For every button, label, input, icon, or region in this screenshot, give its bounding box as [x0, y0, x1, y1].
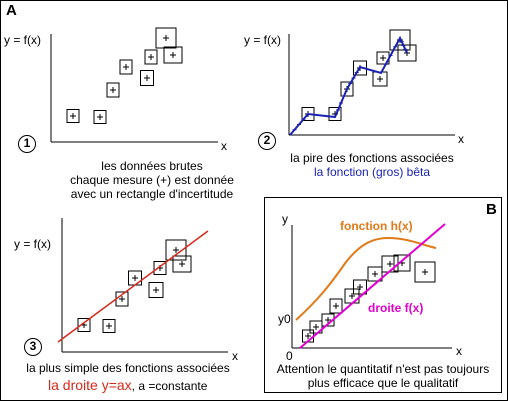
plot3-uncertainty-box: [153, 261, 167, 275]
plot2-x-label: x: [458, 132, 464, 146]
plot1-measurement-marker: [123, 64, 129, 70]
plot3-uncertainty-box: [77, 318, 91, 332]
plot3-uncertainty-box: [165, 239, 187, 261]
panel-b-uncertainty-box: [414, 261, 436, 283]
plot3-uncertainty-box: [148, 282, 164, 298]
panel-b-measurement-marker: [325, 317, 331, 323]
panel-b-x-label: x: [456, 344, 462, 358]
plot3-caption-main: la droite y=ax, a =constante: [48, 377, 207, 394]
plot3-measurement-marker: [106, 323, 112, 329]
plot3-measurement-marker: [119, 296, 125, 302]
panel-b-frame: [264, 197, 502, 393]
plot1-uncertainty-box: [119, 59, 133, 75]
plot1-data: [66, 27, 183, 124]
plot1-caption-line2: chaque mesure (+) est donnée: [70, 173, 234, 187]
plot1-measurement-marker: [110, 87, 116, 93]
plot2-data: [301, 29, 417, 121]
plot1-measurement-marker: [148, 54, 154, 60]
plot1-y-label: y = f(x): [4, 33, 42, 47]
plot2-caption-line2: la fonction (gros) bêta: [313, 165, 431, 179]
plot1-uncertainty-box: [144, 49, 158, 65]
plot3-measurement-marker: [173, 247, 179, 253]
panel-b-measurement-marker: [357, 284, 363, 290]
panel-b-data: [302, 254, 436, 343]
curve-h: [295, 236, 437, 321]
panel-b-measurement-marker: [387, 261, 393, 267]
plot3-y-label: y = f(x): [14, 237, 52, 251]
plot1-caption-line1: les données brutes: [101, 159, 203, 173]
panel-b-uncertainty-box: [353, 279, 367, 295]
plot3-caption-line1: la plus simple des fonctions associées: [26, 361, 230, 375]
panel-a-letter: A: [6, 2, 17, 19]
panel-b-uncertainty-box: [367, 266, 383, 282]
plot1-uncertainty-box: [155, 27, 177, 49]
plot3-uncertainty-box: [172, 255, 192, 273]
line-f-label: droite f(x): [368, 301, 424, 315]
plot1-uncertainty-box: [93, 110, 107, 124]
plot2-measurement-marker: [380, 55, 386, 61]
panel-b-letter: B: [486, 201, 497, 218]
plot1-uncertainty-box: [66, 109, 80, 123]
beta-function-ticks: [292, 41, 408, 131]
line-f: [299, 223, 446, 349]
panel-b-measurement-marker: [305, 333, 311, 339]
plot1-measurement-marker: [144, 75, 150, 81]
panel-b-caption-line2: plus efficace que le qualitatif: [307, 376, 459, 390]
plot2-uncertainty-box: [328, 107, 342, 121]
panel-b-y0-label: y0: [278, 312, 291, 326]
plot1-measurement-marker: [70, 113, 76, 119]
panel-b-measurement-marker: [333, 303, 339, 309]
plot1-number-badge: 1: [18, 135, 36, 153]
plot1-measurement-marker: [97, 114, 103, 120]
plot1-uncertainty-box: [163, 46, 183, 64]
plot1-uncertainty-box: [140, 70, 154, 86]
plot2-caption-line1: la pire des fonctions associées: [290, 151, 454, 165]
linear-fit-caption-suffix: , a =constante: [131, 379, 208, 393]
panel-b-caption-line1: Attention le quantitatif n'est pas toujo…: [276, 362, 490, 376]
plot1-x-label: x: [221, 139, 227, 153]
panel-b-measurement-marker: [372, 271, 378, 277]
panel-b-axes: [291, 225, 452, 349]
plot1-caption-line3: avec un rectangle d'incertitude: [70, 187, 234, 201]
curve-h-label: fonction h(x): [340, 219, 413, 233]
plot2-axes: [288, 34, 455, 136]
plot2-y-label: y = f(x): [244, 33, 282, 47]
panel-b-origin-label: 0: [286, 349, 293, 363]
plot3-x-label: x: [232, 349, 238, 363]
plot2-number-badge: 2: [258, 132, 276, 150]
panel-b-uncertainty-box: [329, 298, 343, 314]
plot2-uncertainty-box: [340, 81, 354, 97]
panel-b-measurement-marker: [422, 269, 428, 275]
plot3-uncertainty-box: [102, 319, 116, 333]
plot1-measurement-marker: [163, 35, 169, 41]
plot1-uncertainty-box: [106, 82, 120, 98]
plot3-measurement-marker: [132, 275, 138, 281]
plot2-measurement-marker: [377, 76, 383, 82]
panel-b-measurement-marker: [349, 293, 355, 299]
linear-fit-line: [57, 230, 209, 343]
plot3-axes: [61, 218, 228, 353]
panel-b-uncertainty-box: [309, 320, 323, 334]
plot2-uncertainty-box: [397, 44, 417, 62]
linear-fit-caption: la droite y=ax: [48, 377, 132, 393]
plot2-uncertainty-box: [389, 29, 411, 51]
plot1-axes: [50, 34, 218, 143]
panel-b-uncertainty-box: [393, 254, 411, 272]
plot3-measurement-marker: [179, 261, 185, 267]
plot3-measurement-marker: [153, 287, 159, 293]
plot3-number-badge: 3: [24, 338, 42, 356]
plot1-measurement-marker: [170, 52, 176, 58]
panel-b-y-label: y: [282, 212, 288, 226]
panel-b-measurement-marker: [313, 324, 319, 330]
